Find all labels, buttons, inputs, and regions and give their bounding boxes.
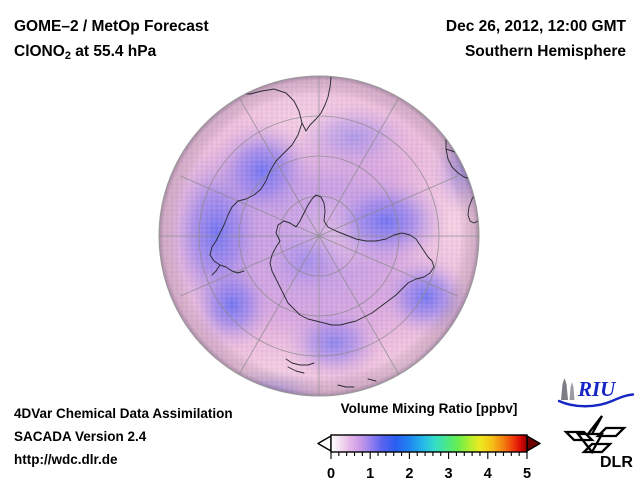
- globe-field: [159, 76, 479, 396]
- riu-logo: RIU: [556, 374, 636, 408]
- dlr-mark-icon: [563, 415, 627, 455]
- timestamp-label: Dec 26, 2012, 12:00 GMT: [445, 18, 626, 35]
- svg-text:5: 5: [523, 466, 531, 482]
- website-url[interactable]: http://wdc.dlr.de: [14, 452, 118, 467]
- coastline-australia: [461, 130, 479, 158]
- header-right: Dec 26, 2012, 12:00 GMT Southern Hemisph…: [446, 14, 626, 64]
- hemisphere-label: Southern Hemisphere: [464, 43, 626, 60]
- assimilation-label: 4DVar Chemical Data Assimilation: [14, 406, 233, 421]
- riu-wordmark: RIU: [577, 377, 617, 401]
- colorbar-tick-labels: 0 1 2 3 4 5: [327, 466, 531, 482]
- svg-text:1: 1: [366, 466, 374, 482]
- title-species-level: ClONO2 at 55.4 hPa: [14, 39, 209, 66]
- riu-towers-icon: [561, 378, 575, 400]
- graticule: [159, 76, 479, 396]
- svg-text:0: 0: [327, 466, 335, 482]
- version-label: SACADA Version 2.4: [14, 429, 147, 444]
- coastline-new-zealand: [285, 358, 315, 374]
- footer-left: 4DVar Chemical Data Assimilation SACADA …: [14, 402, 233, 471]
- colorbar-title: Volume Mixing Ratio [ppbv]: [340, 401, 518, 416]
- header-left: GOME–2 / MetOp Forecast ClONO2 at 55.4 h…: [14, 14, 209, 66]
- svg-text:3: 3: [445, 466, 453, 482]
- level-label: at 55.4 hPa: [70, 43, 157, 60]
- dlr-wordmark: DLR: [600, 454, 633, 471]
- title-instrument: GOME–2 / MetOp Forecast: [14, 18, 209, 35]
- svg-text:2: 2: [405, 466, 413, 482]
- dlr-logo: DLR: [562, 414, 638, 472]
- species-label: ClONO: [14, 43, 65, 60]
- coastline-south-america: [209, 76, 332, 276]
- coastline-antarctica: [269, 194, 435, 326]
- svg-text:4: 4: [484, 466, 492, 482]
- colorbar: Volume Mixing Ratio [ppbv] 0 1 2 3 4 5: [313, 400, 545, 490]
- globe-map: [158, 75, 480, 397]
- coastline-southern-islands: [337, 378, 377, 388]
- colorbar-ticks: [330, 452, 528, 459]
- species-subscript: 2: [64, 50, 71, 62]
- riu-swoosh-icon: [557, 393, 635, 408]
- colorbar-cap-high: [526, 435, 541, 452]
- globe-outline: [158, 75, 480, 397]
- colorbar-cap-low: [317, 435, 332, 452]
- colorbar-ramp: [330, 434, 528, 453]
- coastline-madagascar: [467, 192, 479, 224]
